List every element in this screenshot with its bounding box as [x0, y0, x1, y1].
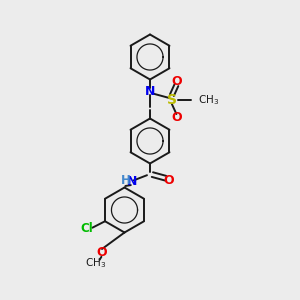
Text: N: N	[145, 85, 155, 98]
Text: O: O	[172, 111, 182, 124]
Text: Cl: Cl	[81, 222, 93, 236]
Text: CH$_3$: CH$_3$	[85, 256, 106, 270]
Text: O: O	[163, 173, 174, 187]
Text: O: O	[97, 246, 107, 259]
Text: CH$_3$: CH$_3$	[198, 93, 219, 106]
Text: O: O	[172, 75, 182, 88]
Text: N: N	[127, 175, 137, 188]
Text: S: S	[167, 93, 178, 106]
Text: H: H	[121, 174, 130, 187]
